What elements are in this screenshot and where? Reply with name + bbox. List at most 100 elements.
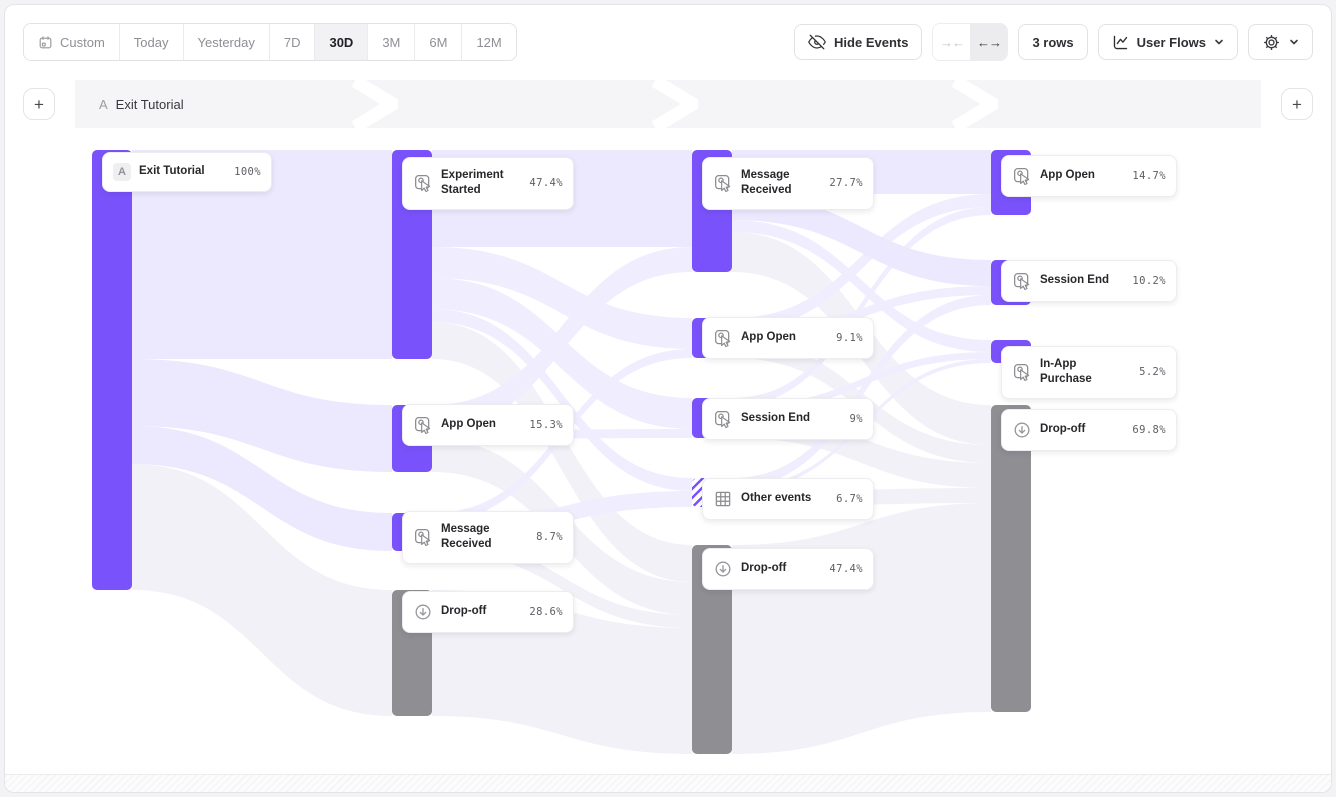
flow-link-s1-experiment-started--s2-session-end[interactable]: [432, 278, 692, 429]
node-bar-s3-drop-off[interactable]: [991, 405, 1031, 712]
collapse-columns-button[interactable]: →←: [933, 24, 971, 60]
date-range-label: Yesterday: [197, 34, 255, 50]
flow-link-s1-app-open--s2-message-received[interactable]: [432, 247, 692, 430]
date-range-label: 12M: [476, 34, 502, 50]
date-range-custom[interactable]: Custom: [24, 24, 119, 60]
event-icon: [713, 328, 733, 348]
date-range-label: 3M: [382, 34, 401, 50]
node-percent: 15.3%: [529, 419, 563, 431]
node-label: App Open: [441, 418, 496, 431]
flow-link-s2-session-end--s3-app-open[interactable]: [732, 207, 991, 406]
node-percent: 6.7%: [836, 493, 863, 505]
rows-label: 3 rows: [1032, 34, 1074, 50]
node-percent: 5.2%: [1139, 366, 1166, 379]
drop-off-icon: [413, 602, 433, 622]
node-percent: 69.8%: [1132, 424, 1166, 436]
rows-button[interactable]: 3 rows: [1018, 24, 1088, 60]
event-icon: [1012, 166, 1032, 186]
node-label: Drop-off: [741, 562, 787, 575]
expand-columns-button[interactable]: ←→: [970, 24, 1008, 60]
app-panel: A Exit Tutorial 100% Experiment Started 47.4…: [4, 4, 1332, 793]
node-card-s1-app-open[interactable]: App Open 15.3%: [402, 404, 574, 446]
node-percent: 100%: [234, 166, 261, 178]
node-card-s2-app-open[interactable]: App Open 9.1%: [702, 317, 874, 359]
node-label: In-App Purchase: [1040, 358, 1092, 386]
flow-link-s2-app-open--s3-app-open[interactable]: [732, 194, 991, 331]
node-card-s0-exit-tutorial[interactable]: A Exit Tutorial 100%: [102, 152, 272, 192]
step-chevron-icon: [352, 80, 398, 128]
hide-events-button[interactable]: Hide Events: [794, 24, 923, 60]
node-percent: 8.7%: [536, 531, 563, 544]
flow-link-s0-exit-tutorial--s1-experiment-started[interactable]: [132, 150, 392, 359]
date-range-label: 30D: [329, 34, 354, 50]
node-percent: 14.7%: [1132, 170, 1166, 182]
node-card-s3-app-open[interactable]: App Open 14.7%: [1001, 155, 1177, 197]
date-range-3m[interactable]: 3M: [367, 24, 415, 60]
date-range-selector: Custom Today Yesterday 7D 30D 3M 6M 12M: [23, 23, 517, 61]
date-range-12m[interactable]: 12M: [461, 24, 516, 60]
node-card-s3-drop-off[interactable]: Drop-off 69.8%: [1001, 409, 1177, 451]
node-card-s3-session-end[interactable]: Session End 10.2%: [1001, 260, 1177, 302]
node-card-s2-other-events[interactable]: Other events 6.7%: [702, 478, 874, 520]
step-chevron-icon: [652, 80, 698, 128]
flow-link-s2-drop-off--s3-drop-off[interactable]: [732, 503, 991, 754]
date-range-label: Today: [133, 34, 169, 50]
step-a-label[interactable]: A Exit Tutorial: [75, 97, 184, 112]
flow-link-s0-exit-tutorial--s1-drop-off[interactable]: [132, 464, 392, 716]
flow-link-s2-message-received--s3-session-end[interactable]: [732, 194, 991, 286]
column-spacing-toggle: →← ←→: [932, 23, 1009, 61]
node-card-s3-in-app-purchase[interactable]: In-App Purchase 5.2%: [1001, 346, 1177, 399]
toolbar: Custom Today Yesterday 7D 30D 3M 6M 12M Hide Ev…: [5, 5, 1331, 61]
node-bar-s0-exit-tutorial[interactable]: [92, 150, 132, 590]
view-selector-button[interactable]: User Flows: [1097, 24, 1238, 60]
flow-link-s2-session-end--s3-in-app-purchase[interactable]: [732, 352, 991, 413]
add-step-right-button[interactable]: +: [1281, 88, 1313, 120]
date-range-yesterday[interactable]: Yesterday: [182, 24, 269, 60]
flow-link-s1-experiment-started--s2-app-open[interactable]: [432, 247, 692, 349]
date-range-6m[interactable]: 6M: [414, 24, 462, 60]
node-card-s1-drop-off[interactable]: Drop-off 28.6%: [402, 591, 574, 633]
flow-canvas: A Exit Tutorial 100% Experiment Started 47.4…: [5, 5, 1331, 792]
steps-header: + A Exit Tutorial +: [5, 80, 1331, 128]
node-label: Drop-off: [441, 605, 487, 618]
toolbar-right: Hide Events →← ←→ 3 rows User Flows: [794, 23, 1313, 61]
calendar-icon: [38, 35, 53, 50]
settings-button[interactable]: [1248, 24, 1313, 60]
event-icon: [713, 173, 733, 193]
date-range-30d[interactable]: 30D: [314, 24, 368, 60]
flow-link-s2-message-received--s3-in-app-purchase[interactable]: [732, 220, 991, 352]
date-range-today[interactable]: Today: [118, 24, 183, 60]
node-label: App Open: [741, 331, 796, 344]
step-letter-badge: A: [113, 163, 131, 181]
chevron-down-icon: [1289, 37, 1299, 47]
event-icon: [413, 527, 433, 547]
event-icon: [413, 173, 433, 193]
chevron-down-icon: [1214, 37, 1224, 47]
flow-link-s0-exit-tutorial--s1-message-received[interactable]: [132, 426, 392, 551]
drop-off-icon: [1012, 420, 1032, 440]
add-step-left-button[interactable]: +: [23, 88, 55, 120]
node-label: Session End: [1040, 274, 1110, 287]
date-range-7d[interactable]: 7D: [268, 24, 315, 60]
gear-icon: [1262, 33, 1281, 52]
node-percent: 9.1%: [836, 332, 863, 344]
flow-link-s2-other-events--s3-session-end[interactable]: [732, 295, 991, 488]
node-card-s2-message-received[interactable]: Message Received 27.7%: [702, 157, 874, 210]
footer-strip: [5, 774, 1331, 792]
flow-link-s0-exit-tutorial--s1-app-open[interactable]: [132, 359, 392, 472]
node-label: Other events: [741, 492, 812, 505]
node-card-s1-message-received[interactable]: Message Received 8.7%: [402, 511, 574, 564]
event-icon: [713, 409, 733, 429]
node-label: Session End: [741, 412, 811, 425]
event-icon: [1012, 362, 1032, 382]
node-label: Message Received: [741, 169, 792, 197]
node-label: Message Received: [441, 523, 492, 551]
node-card-s1-experiment-started[interactable]: Experiment Started 47.4%: [402, 157, 574, 210]
node-card-s2-session-end[interactable]: Session End 9%: [702, 398, 874, 440]
flow-link-s1-experiment-started--s2-other-events[interactable]: [432, 309, 692, 491]
node-percent: 9%: [849, 413, 863, 425]
flow-link-s1-message-received--s2-drop-off[interactable]: [432, 538, 692, 628]
flow-link-s1-experiment-started--s2-drop-off[interactable]: [432, 322, 692, 582]
hide-events-label: Hide Events: [834, 34, 909, 50]
node-card-s2-drop-off[interactable]: Drop-off 47.4%: [702, 548, 874, 590]
